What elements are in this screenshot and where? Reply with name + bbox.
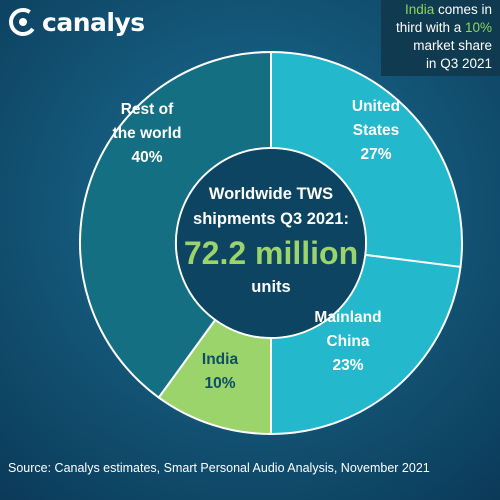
slice-label-rest-of-the-world: the world — [113, 125, 182, 142]
slice-value-mainland-china: 23% — [332, 357, 363, 374]
brand-name: canalys — [42, 7, 145, 37]
center-title-line-2: shipments Q3 2021: — [193, 210, 349, 228]
center-title-line-1: Worldwide TWS — [209, 185, 333, 203]
callout-line-1-rest: comes in — [434, 2, 492, 17]
donut-slice-united-states — [270, 50, 463, 269]
slice-label-united-states: States — [353, 122, 400, 139]
callout-line-2: third with a 10% — [385, 19, 492, 37]
slice-value-united-states: 27% — [360, 146, 391, 163]
callout-line-2-pre: third with a — [395, 20, 465, 35]
slice-value-india: 10% — [204, 375, 235, 392]
slice-value-rest-of-the-world: 40% — [131, 149, 162, 166]
slice-label-united-states: United — [352, 98, 400, 115]
brand-logo: canalys — [8, 7, 145, 37]
canalys-logo-icon — [9, 8, 37, 36]
slice-label-mainland-china: Mainland — [314, 309, 381, 326]
center-unit-label: units — [251, 278, 290, 296]
callout-share-highlight: 10% — [464, 20, 492, 35]
source-note: Source: Canalys estimates, Smart Persona… — [8, 461, 430, 475]
slice-label-rest-of-the-world: Rest of — [121, 101, 174, 118]
donut-slice-rest-of-the-world — [79, 50, 272, 399]
callout-line-1: India comes in — [385, 1, 492, 19]
callout-line-4: in Q3 2021 — [425, 56, 492, 71]
center-total-value: 72.2 million — [184, 235, 358, 271]
callout-line-3: market share — [413, 38, 492, 53]
callout-india-highlight: India — [404, 2, 435, 17]
donut-slice-mainland-china — [270, 253, 462, 436]
slice-label-mainland-china: China — [326, 333, 369, 350]
donut-center — [177, 149, 365, 337]
slice-label-india: India — [202, 351, 239, 368]
india-callout-box: India comes in third with a 10% market s… — [381, 0, 500, 76]
